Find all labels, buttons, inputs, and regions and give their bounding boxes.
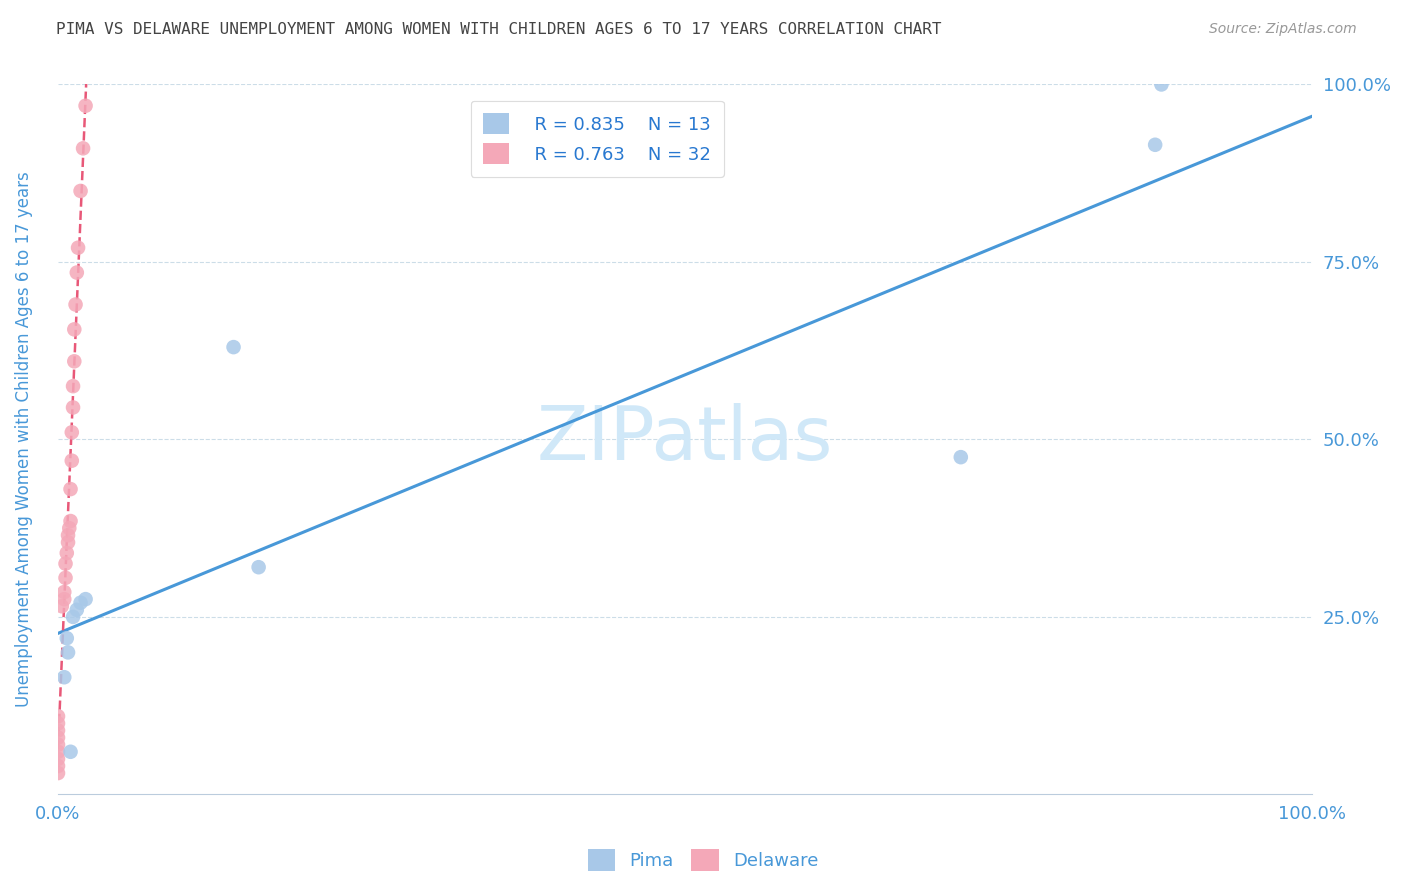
- Point: [46, 738, 69, 752]
- Point: [1150, 78, 1173, 92]
- Point: [65, 297, 87, 311]
- Point: [949, 450, 972, 465]
- Point: [72, 141, 94, 155]
- Point: [53, 592, 76, 607]
- Point: [46, 766, 69, 780]
- Point: [55, 546, 77, 560]
- Point: [62, 401, 84, 415]
- Point: [67, 241, 90, 255]
- Point: [75, 592, 97, 607]
- Point: [62, 610, 84, 624]
- Point: [58, 521, 80, 535]
- Y-axis label: Unemployment Among Women with Children Ages 6 to 17 years: Unemployment Among Women with Children A…: [15, 171, 32, 707]
- Text: Source: ZipAtlas.com: Source: ZipAtlas.com: [1209, 22, 1357, 37]
- Point: [55, 571, 77, 585]
- Point: [75, 99, 97, 113]
- Point: [53, 670, 76, 684]
- Text: PIMA VS DELAWARE UNEMPLOYMENT AMONG WOMEN WITH CHILDREN AGES 6 TO 17 YEARS CORRE: PIMA VS DELAWARE UNEMPLOYMENT AMONG WOME…: [56, 22, 942, 37]
- Point: [59, 482, 82, 496]
- Point: [60, 425, 83, 440]
- Point: [63, 354, 86, 368]
- Point: [56, 528, 79, 542]
- Point: [46, 709, 69, 723]
- Point: [69, 596, 91, 610]
- Point: [46, 752, 69, 766]
- Point: [69, 184, 91, 198]
- Point: [46, 716, 69, 731]
- Point: [247, 560, 270, 574]
- Point: [66, 603, 89, 617]
- Point: [60, 453, 83, 467]
- Point: [66, 266, 89, 280]
- Point: [56, 535, 79, 549]
- Point: [51, 599, 73, 614]
- Point: [55, 631, 77, 645]
- Point: [62, 379, 84, 393]
- Point: [63, 322, 86, 336]
- Point: [46, 745, 69, 759]
- Point: [1144, 137, 1167, 152]
- Legend:   R = 0.835    N = 13,   R = 0.763    N = 32: R = 0.835 N = 13, R = 0.763 N = 32: [471, 101, 724, 177]
- Point: [56, 645, 79, 659]
- Point: [46, 759, 69, 773]
- Legend: Pima, Delaware: Pima, Delaware: [581, 842, 825, 879]
- Point: [55, 557, 77, 571]
- Point: [59, 514, 82, 528]
- Point: [46, 731, 69, 745]
- Point: [59, 745, 82, 759]
- Point: [46, 723, 69, 738]
- Point: [222, 340, 245, 354]
- Text: ZIPatlas: ZIPatlas: [537, 403, 834, 476]
- Point: [53, 585, 76, 599]
